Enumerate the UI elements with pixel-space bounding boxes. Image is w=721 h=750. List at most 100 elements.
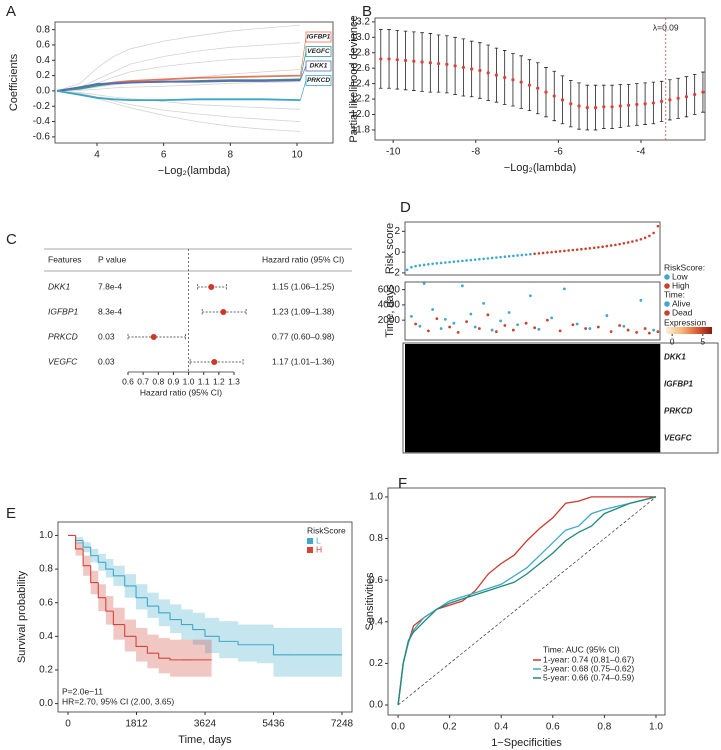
risk-point	[639, 237, 643, 241]
heat-cell	[600, 344, 610, 372]
km-step	[105, 597, 114, 612]
km-step	[146, 646, 159, 654]
time-point	[656, 330, 660, 334]
risk-point	[558, 250, 562, 253]
cv-point	[461, 65, 465, 70]
time-point	[550, 316, 554, 320]
heat-cell	[481, 344, 491, 372]
legend-dot	[664, 301, 670, 307]
km-step	[272, 644, 295, 656]
time-point	[448, 325, 452, 329]
x-axis-title: Time, days	[178, 734, 232, 746]
time-point	[499, 319, 503, 323]
risk-point	[567, 249, 570, 252]
x-tick-label: 1812	[125, 719, 148, 730]
heat-cell	[524, 425, 533, 453]
heat-cell	[515, 425, 525, 453]
time-point	[596, 325, 600, 329]
ci-band	[170, 604, 182, 633]
cv-point	[618, 104, 622, 108]
risk-point	[507, 254, 511, 258]
risk-point	[537, 252, 541, 255]
legend-label: Alive	[672, 298, 691, 308]
cv-point	[403, 58, 408, 63]
km-step	[112, 569, 125, 577]
risk-point	[588, 246, 592, 250]
time-point	[465, 320, 469, 324]
heat-cell	[439, 398, 448, 426]
cv-point	[387, 57, 391, 61]
x-tick-label: 4	[94, 150, 100, 161]
heat-cell	[439, 425, 448, 453]
heat-cell	[634, 425, 644, 453]
risk-point	[597, 245, 600, 249]
time-point	[571, 323, 575, 327]
heat-cell	[558, 344, 567, 372]
heat-cell	[447, 425, 457, 453]
km-step	[90, 565, 99, 584]
risk-point	[584, 247, 587, 251]
time-point	[439, 327, 443, 330]
x-axis-title: Hazard ratio (95% CI)	[140, 387, 222, 397]
heat-cell	[507, 344, 516, 372]
risk-point	[482, 257, 485, 261]
y-tick-label: 12.2	[351, 94, 371, 105]
risk-point	[499, 255, 502, 259]
cv-point	[428, 61, 432, 65]
time-point	[524, 321, 528, 325]
heat-cell	[456, 425, 465, 453]
roc-curve	[397, 496, 657, 706]
legend-title: RiskScore	[307, 525, 346, 535]
km-step	[124, 624, 137, 637]
time-point	[490, 328, 494, 332]
heat-cell	[592, 425, 601, 453]
heat-cell	[405, 398, 414, 426]
heat-cell	[405, 371, 414, 399]
heat-cell	[541, 425, 550, 453]
heat-cell	[609, 425, 618, 453]
y-tick-label: 0	[394, 247, 400, 258]
km-step	[90, 547, 99, 557]
y-tick-label: -0.6	[33, 132, 51, 143]
km-step	[97, 555, 106, 563]
heat-cell	[617, 425, 627, 453]
heat-cell	[507, 371, 516, 399]
heat-cell	[456, 371, 465, 399]
heat-cell	[464, 371, 474, 399]
risk-point	[631, 240, 634, 243]
hr-label: 0.77 (0.60–0.98)	[272, 331, 335, 341]
risk-point	[524, 253, 528, 256]
time-point	[482, 301, 486, 305]
label-box	[305, 60, 332, 72]
y-tick-label: -2	[391, 268, 400, 279]
time-point	[511, 328, 515, 332]
cv-point	[643, 102, 647, 106]
coef-path	[56, 74, 301, 92]
cv-point	[470, 67, 474, 71]
cv-point	[684, 95, 689, 99]
heat-cell	[558, 371, 567, 399]
roc-curve	[397, 496, 657, 706]
cv-point	[519, 80, 523, 84]
y-tick-label: 0.6	[39, 597, 53, 608]
km-step	[237, 641, 258, 646]
risk-point	[486, 257, 490, 260]
risk-point	[503, 255, 507, 259]
risk-point	[431, 262, 434, 266]
risk-point	[435, 262, 439, 265]
km-step	[135, 636, 148, 647]
heat-cell	[464, 344, 474, 372]
time-point	[609, 330, 613, 334]
legend-label: High	[672, 280, 690, 290]
risk-point	[656, 224, 660, 228]
x-tick-label: 0	[65, 719, 71, 730]
heatmap-frame	[402, 342, 719, 454]
time-point	[575, 322, 579, 326]
y-axis-title: Risk score	[384, 223, 396, 274]
y-tick-label: 0.0	[39, 698, 53, 709]
km-step	[192, 624, 205, 631]
risk-point	[439, 261, 443, 265]
ci-whisker	[127, 334, 186, 340]
ci-band	[158, 638, 171, 674]
time-point	[652, 328, 656, 332]
